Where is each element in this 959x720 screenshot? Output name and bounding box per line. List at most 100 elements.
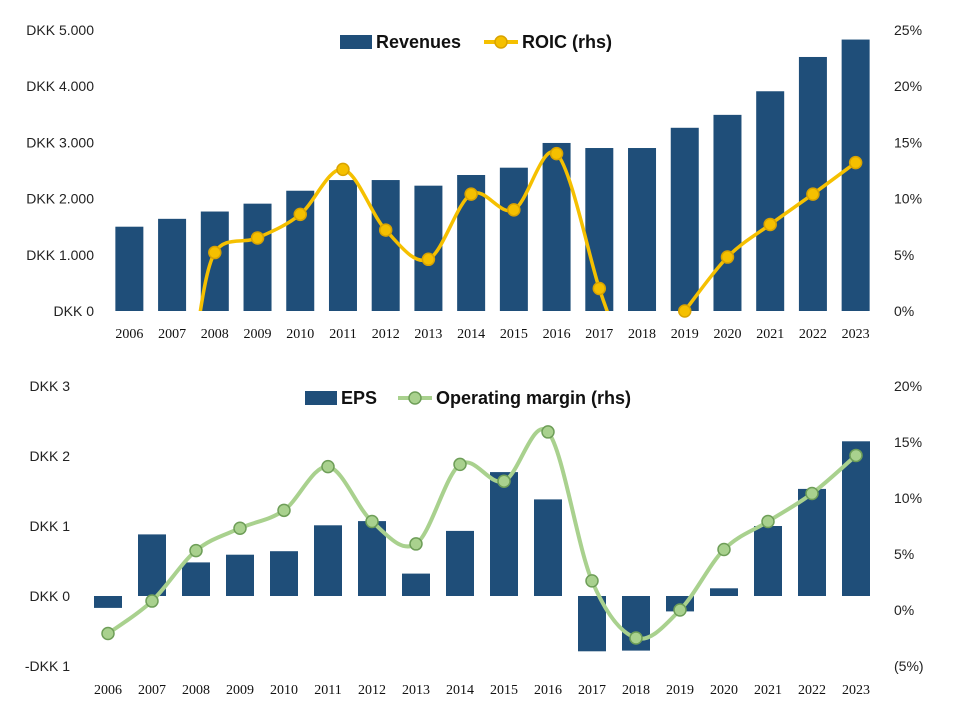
data-point [336, 162, 350, 177]
bar [358, 521, 386, 596]
data-point [549, 146, 564, 161]
right-axis: 0% 5% 10% 15% 20% 25% [894, 22, 922, 319]
data-point [541, 425, 555, 439]
x-tick-label: 2015 [490, 683, 518, 698]
right-tick-label: 0% [894, 303, 914, 319]
legend: EPS Operating margin (rhs) [305, 388, 631, 408]
bar [371, 180, 400, 311]
right-tick-label: 5% [894, 247, 914, 263]
right-tick-label: 0% [894, 602, 914, 618]
x-tick-label: 2008 [182, 683, 210, 698]
data-point [464, 187, 478, 201]
bar [314, 525, 342, 596]
x-tick-label: 2014 [446, 683, 474, 698]
data-point [849, 448, 863, 463]
left-tick-label: DKK 2 [30, 448, 71, 464]
x-tick-label: 2017 [578, 683, 606, 698]
left-tick-label: DKK 0 [30, 588, 71, 604]
bar [798, 56, 827, 312]
data-point [421, 252, 436, 267]
data-point [507, 203, 521, 217]
x-tick-label: 2018 [628, 327, 656, 342]
bar [200, 211, 229, 311]
chart-panel-2: -DKK 1 DKK 0 DKK 1 DKK 2 DKK 3 (5%) 0% 5% 10% 15%… [25, 378, 924, 698]
data-point [145, 594, 159, 608]
bar [754, 526, 782, 596]
left-axis: DKK 0 DKK 1.000 DKK 2.000 DKK 3.000 DKK 4.00… [26, 22, 94, 319]
legend-label: EPS [341, 388, 377, 408]
x-tick-label: 2019 [671, 327, 699, 342]
data-point [806, 187, 820, 201]
legend-swatch-marker [408, 391, 422, 405]
x-tick-label: 2022 [799, 327, 827, 342]
legend: Revenues ROIC (rhs) [340, 32, 612, 52]
bar [115, 226, 144, 311]
series-line [106, 427, 858, 641]
x-tick-label: 2014 [457, 327, 485, 342]
left-tick-label: DKK 2.000 [26, 191, 94, 207]
data-point [101, 626, 115, 641]
bar [534, 499, 562, 596]
data-point [763, 217, 777, 232]
line-series-operating-margin-rhs- [101, 425, 863, 645]
x-tick-label: 2018 [622, 683, 650, 698]
x-tick-label: 2007 [158, 327, 186, 342]
bar [94, 596, 122, 608]
left-tick-label: DKK 0 [54, 303, 95, 319]
legend-label: ROIC (rhs) [522, 32, 612, 52]
bar [446, 530, 474, 596]
data-point [189, 543, 203, 558]
left-tick-label: DKK 3 [30, 378, 71, 394]
x-tick-label: 2015 [500, 327, 528, 342]
right-tick-label: 5% [894, 546, 914, 562]
data-point [321, 459, 335, 474]
chart-panel-1: DKK 0 DKK 1.000 DKK 2.000 DKK 3.000 DKK 4.00… [26, 22, 922, 342]
x-tick-label: 2009 [226, 683, 254, 698]
x-tick-label: 2006 [115, 327, 143, 342]
data-point [592, 281, 607, 296]
left-tick-label: DKK 1.000 [26, 247, 94, 263]
legend-swatch-bar [340, 35, 372, 49]
data-point [717, 542, 731, 557]
left-axis: -DKK 1 DKK 0 DKK 1 DKK 2 DKK 3 [25, 378, 70, 674]
bar [798, 488, 826, 596]
data-point [678, 304, 692, 318]
left-tick-label: DKK 3.000 [26, 134, 94, 150]
x-tick-label: 2013 [414, 327, 442, 342]
x-tick-label: 2012 [372, 327, 400, 342]
left-tick-label: DKK 1 [30, 518, 71, 534]
x-tick-label: 2013 [402, 683, 430, 698]
bar [756, 91, 785, 312]
right-tick-label: 10% [894, 490, 922, 506]
data-point [378, 223, 393, 237]
legend-swatch-marker [494, 35, 508, 49]
left-tick-label: DKK 5.000 [26, 22, 94, 38]
data-point [761, 514, 775, 529]
data-point [453, 457, 467, 472]
x-tick-label: 2016 [534, 683, 562, 698]
right-tick-label: 15% [894, 134, 922, 150]
x-tick-label: 2020 [713, 327, 741, 342]
right-tick-label: (5%) [894, 658, 924, 674]
bar [138, 534, 166, 596]
x-tick-label: 2011 [329, 327, 356, 342]
bar [713, 114, 742, 311]
data-point [805, 486, 819, 501]
x-tick-label: 2017 [585, 327, 613, 342]
bar-series-revenues [115, 39, 870, 312]
bar [243, 203, 272, 311]
data-point [629, 631, 643, 645]
x-tick-label: 2007 [138, 683, 166, 698]
x-tick-label: 2010 [270, 683, 298, 698]
data-point [409, 537, 423, 551]
x-tick-label: 2016 [543, 327, 571, 342]
bar [226, 554, 254, 596]
bar-series-eps [94, 441, 870, 652]
x-axis: 2006 2007 2008 2009 2010 2011 2012 2013 2014 2015… [94, 683, 870, 698]
data-point [233, 521, 247, 535]
bar [402, 573, 430, 596]
data-point [365, 514, 379, 529]
x-tick-label: 2011 [314, 683, 341, 698]
bar [499, 167, 528, 311]
